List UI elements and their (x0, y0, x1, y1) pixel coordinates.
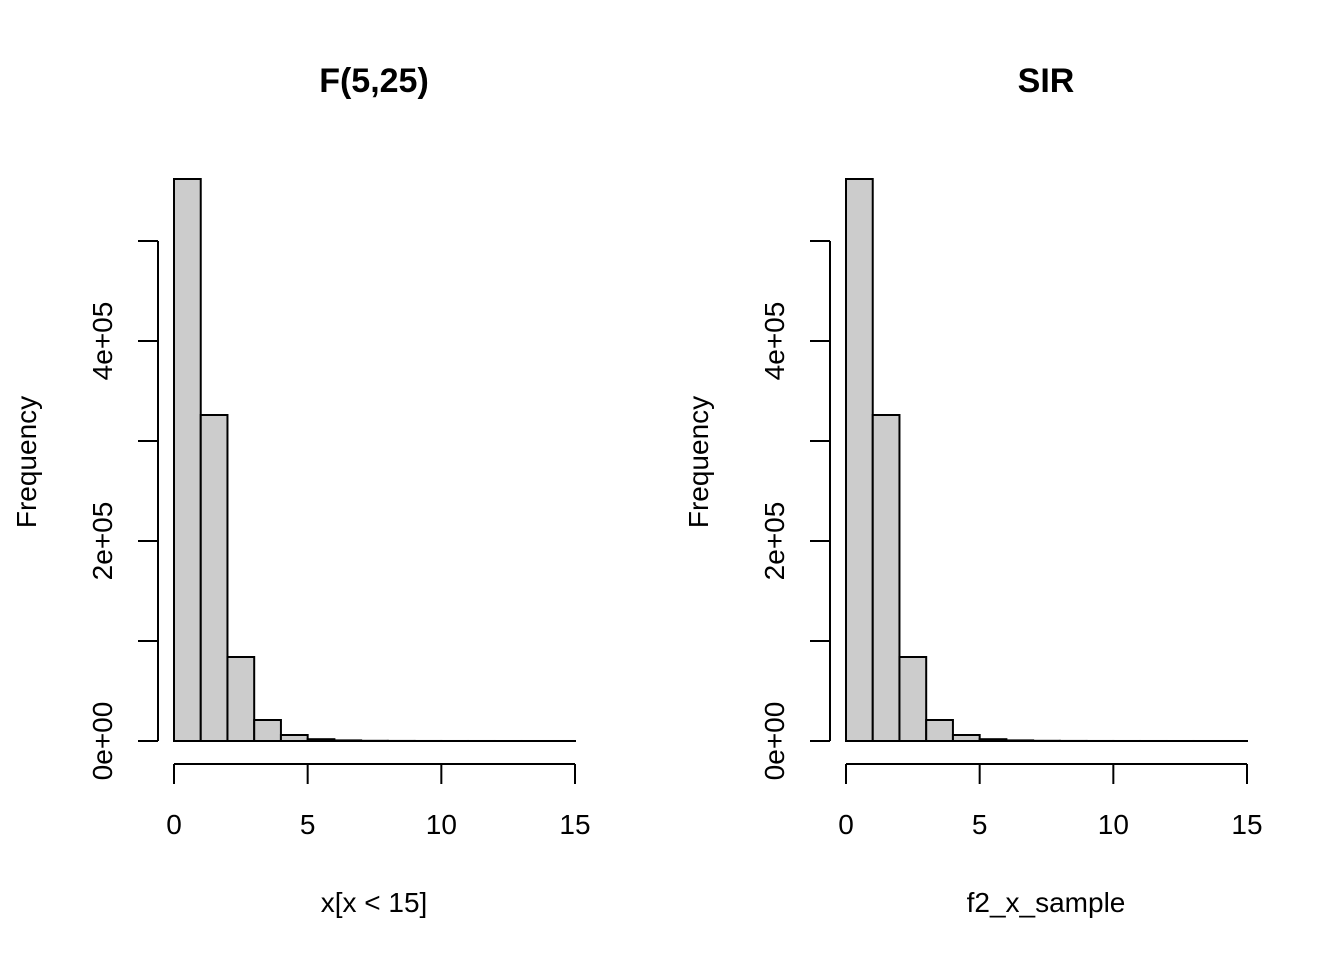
x-tick-label: 15 (559, 809, 590, 840)
histogram-bar (173, 178, 202, 742)
x-axis-label: f2_x_sample (967, 887, 1126, 918)
x-axis-label: x[x < 15] (321, 887, 428, 918)
x-tick-label: 0 (838, 809, 854, 840)
histogram-bar (253, 719, 282, 742)
x-tick-label: 5 (972, 809, 988, 840)
x-tick-label: 5 (300, 809, 316, 840)
y-tick-label: 0e+00 (759, 702, 790, 781)
histogram-panel-sir: SIR f2_x_sample Frequency 0 5 10 15 0e+00 2e… (683, 62, 1263, 918)
histogram-bar (898, 656, 928, 742)
bars (173, 178, 576, 743)
x-axis: 0 5 10 15 (166, 763, 591, 840)
histogram-bar (226, 656, 256, 742)
histogram-bar (1005, 739, 1035, 743)
y-axis: 0e+00 2e+05 4e+05 (87, 240, 159, 781)
y-tick-label: 4e+05 (759, 302, 790, 381)
chart-title: SIR (1018, 62, 1075, 100)
histogram-bar (978, 738, 1008, 743)
histogram-bar (333, 739, 363, 743)
y-tick-label: 0e+00 (87, 702, 118, 781)
y-axis-label: Frequency (683, 396, 714, 528)
histogram-panel-f525: F(5,25) x[x < 15] Frequency 0 5 10 15 0e+00… (11, 62, 591, 918)
y-axis: 0e+00 2e+05 4e+05 (759, 240, 831, 781)
y-tick-label: 2e+05 (759, 502, 790, 581)
y-tick-label: 4e+05 (87, 302, 118, 381)
histogram-bar (871, 414, 901, 742)
y-axis-label: Frequency (11, 396, 42, 528)
histogram-bar (845, 178, 874, 742)
x-tick-label: 0 (166, 809, 182, 840)
x-tick-label: 15 (1231, 809, 1262, 840)
histogram-bar (306, 738, 336, 743)
histogram-bar (279, 734, 309, 742)
y-tick-label: 2e+05 (87, 502, 118, 581)
chart-title: F(5,25) (319, 62, 429, 100)
x-tick-label: 10 (1098, 809, 1129, 840)
x-tick-label: 10 (426, 809, 457, 840)
x-axis: 0 5 10 15 (838, 763, 1263, 840)
bars (845, 178, 1249, 743)
histogram-bar (925, 719, 954, 742)
histogram-bar (951, 734, 981, 742)
histogram-bar (199, 414, 229, 742)
